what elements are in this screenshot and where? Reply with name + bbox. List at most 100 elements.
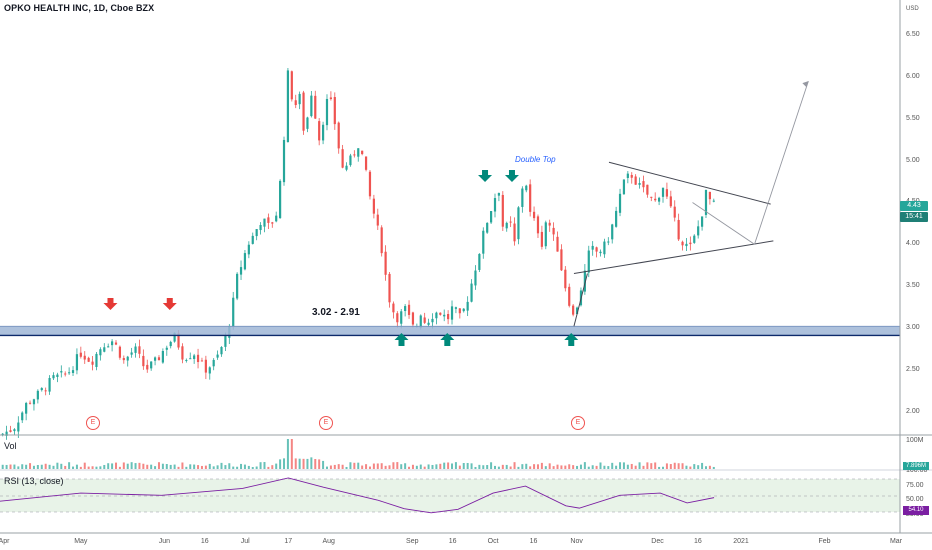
time-axis-tick: Oct <box>487 538 499 545</box>
volume-bar <box>458 465 461 469</box>
candle-body <box>279 180 282 219</box>
volume-bar <box>87 466 90 469</box>
rsi-band <box>0 479 900 512</box>
candle-body <box>622 179 626 195</box>
volume-bar <box>247 465 250 469</box>
volume-bar <box>404 463 407 469</box>
candle-body <box>318 121 321 141</box>
candle-body <box>704 189 708 215</box>
candle-body <box>556 236 559 252</box>
candle-body <box>337 122 340 149</box>
volume-bar <box>193 464 196 469</box>
volume-bar <box>32 465 35 469</box>
candle-body <box>44 390 47 392</box>
candle-body <box>634 176 637 185</box>
volume-bar <box>408 466 411 469</box>
volume-bar <box>380 463 383 469</box>
volume-bar <box>454 462 457 469</box>
time-axis-tick: 16 <box>448 538 457 545</box>
volume-bar <box>564 465 567 469</box>
volume-bar <box>318 459 321 469</box>
volume-bar <box>470 463 473 469</box>
volume-bar <box>185 466 188 469</box>
candle-body <box>216 354 219 358</box>
volume-bar <box>251 466 254 469</box>
price-axis-tick: 4.00 <box>906 240 920 248</box>
volume-bar <box>95 466 98 469</box>
candle-body <box>540 231 543 247</box>
candle-body <box>642 181 645 188</box>
time-axis-tick: 16 <box>529 538 538 545</box>
volume-bar <box>708 465 711 469</box>
candle-body <box>466 301 469 311</box>
volume-bar <box>677 463 680 469</box>
earnings-badge[interactable]: E <box>319 416 333 430</box>
volume-bar <box>40 464 43 469</box>
candle-body <box>486 222 489 233</box>
volume-bar <box>72 466 75 469</box>
candle-body <box>501 194 504 227</box>
volume-bar <box>68 462 71 469</box>
volume-bar <box>157 462 160 469</box>
volume-bar <box>525 463 528 469</box>
projection-path <box>692 81 809 245</box>
price-axis-tick: 6.00 <box>906 72 920 80</box>
volume-axis-max: 100M <box>906 437 924 444</box>
candles-layer <box>1 68 715 440</box>
earnings-badge[interactable]: E <box>86 416 100 430</box>
candle-body <box>681 241 684 246</box>
volume-bar <box>325 466 328 469</box>
volume-bar <box>115 462 118 469</box>
price-axis-tick: 5.00 <box>906 156 920 164</box>
volume-bar <box>13 464 16 469</box>
volume-bar <box>25 464 28 469</box>
candle-body <box>17 422 20 432</box>
volume-bar <box>497 466 500 469</box>
candle-body <box>529 184 532 212</box>
volume-bar <box>337 464 340 469</box>
volume-bar <box>361 465 364 469</box>
volume-bar <box>48 464 51 469</box>
volume-bar <box>673 462 676 469</box>
volume-bar <box>79 466 82 469</box>
volume-bar <box>99 466 102 469</box>
candle-body <box>173 332 176 342</box>
volume-bar <box>21 464 24 469</box>
candle-body <box>447 314 450 320</box>
candle-body <box>603 241 606 255</box>
time-axis-tick: 2021 <box>733 538 749 545</box>
volume-bar <box>556 464 559 469</box>
candle-body <box>5 431 8 436</box>
candle-body <box>83 355 86 360</box>
candle-body <box>282 139 286 183</box>
candle-body <box>626 173 629 178</box>
candle-body <box>693 235 696 243</box>
candle-body <box>224 336 227 347</box>
volume-bar <box>681 463 684 469</box>
volume-bar <box>583 462 586 469</box>
candle-body <box>462 308 465 312</box>
candle-body <box>146 364 149 370</box>
volume-bar <box>75 464 78 469</box>
candle-body <box>407 304 411 315</box>
volume-bar <box>466 462 469 469</box>
volume-bar <box>165 464 168 469</box>
candle-body <box>189 358 192 360</box>
volume-last-tag: 7.896M <box>903 462 929 470</box>
volume-bar <box>224 465 227 469</box>
volume-bar <box>126 463 129 469</box>
volume-bar <box>431 464 434 469</box>
candle-body <box>392 303 395 313</box>
volume-bar <box>83 462 86 469</box>
bar-countdown-tag: 15:41 <box>900 212 928 222</box>
support-zone-label: 3.02 - 2.91 <box>312 307 360 318</box>
earnings-badge[interactable]: E <box>571 416 585 430</box>
candle-body <box>302 92 305 131</box>
candle-body <box>583 270 586 292</box>
volume-bar <box>60 463 63 469</box>
candle-body <box>204 359 207 373</box>
volume-bar <box>130 462 133 469</box>
rsi-axis-tick: 100.00 <box>906 467 928 474</box>
volume-bar <box>693 464 696 469</box>
